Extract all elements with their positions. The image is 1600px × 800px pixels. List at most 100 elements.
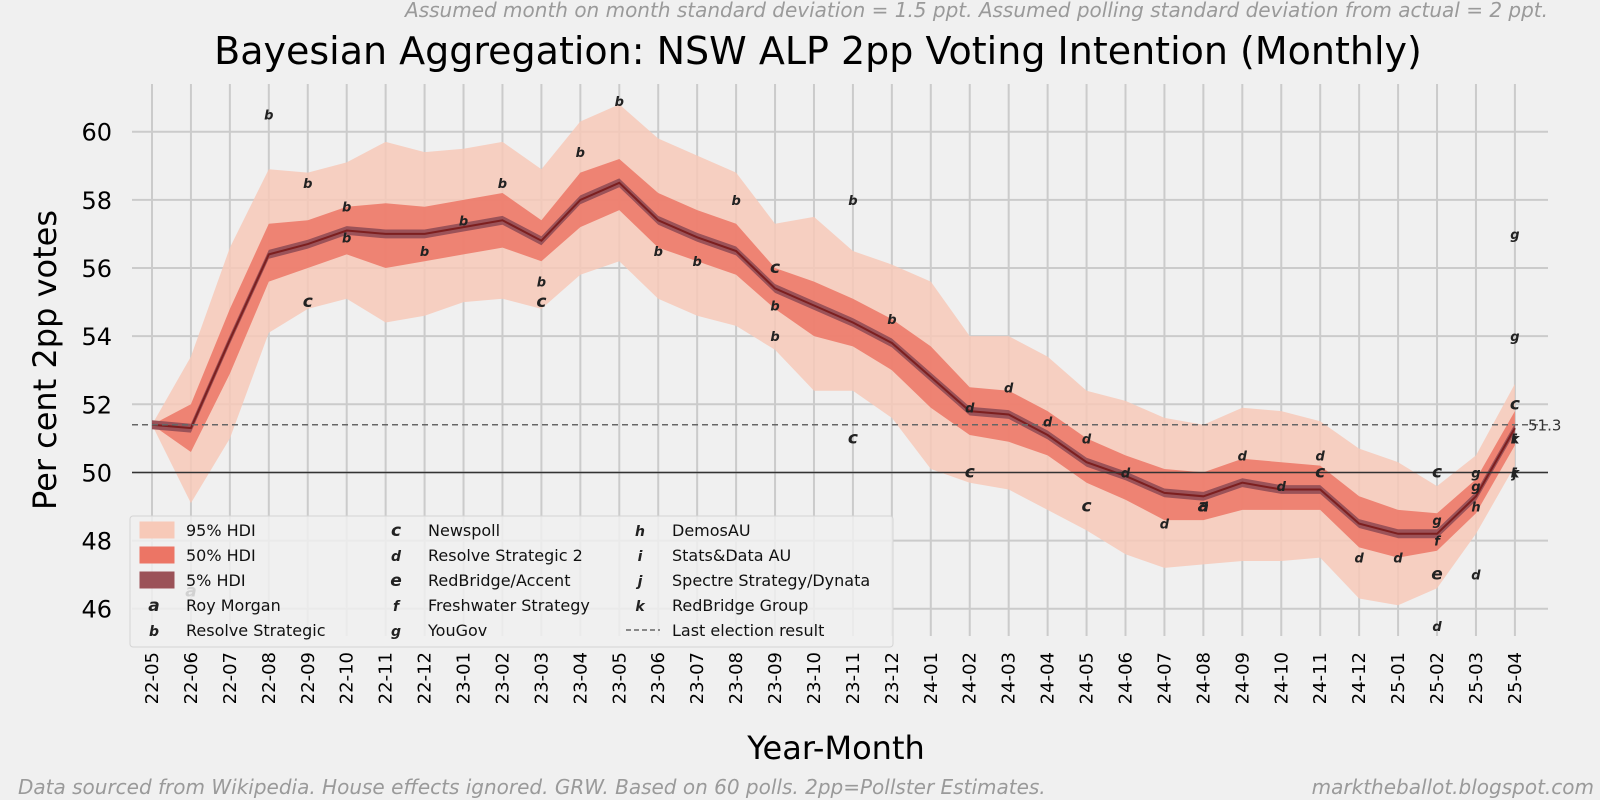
last-election-label: 51.3 bbox=[1528, 417, 1561, 435]
legend-symbol: c bbox=[391, 521, 401, 541]
x-axis-label: Year-Month bbox=[746, 729, 925, 767]
x-tick-label: 23-07 bbox=[687, 652, 708, 704]
poll-marker: g bbox=[1471, 480, 1480, 495]
poll-marker: b bbox=[887, 313, 896, 328]
x-tick-label: 22-12 bbox=[415, 652, 436, 704]
y-tick-label: 56 bbox=[81, 255, 112, 283]
legend: 95% HDI 50% HDI 5% HDI a Roy Morgan b Resolve … bbox=[129, 515, 894, 648]
y-tick-label: 58 bbox=[81, 187, 112, 215]
x-tick-label: 23-09 bbox=[765, 652, 786, 704]
x-tick-label: 25-02 bbox=[1427, 652, 1448, 704]
poll-marker: d bbox=[1354, 552, 1364, 567]
x-tick-label: 22-06 bbox=[181, 652, 202, 704]
x-tick-label: 24-07 bbox=[1154, 652, 1175, 704]
poll-marker: g bbox=[1510, 228, 1519, 243]
x-tick-label: 24-11 bbox=[1310, 652, 1331, 704]
poll-marker: d bbox=[1121, 466, 1131, 481]
poll-marker: d bbox=[1316, 449, 1326, 464]
legend-symbol: j bbox=[636, 574, 643, 590]
legend-label: 50% HDI bbox=[186, 546, 256, 565]
x-tick-label: 25-03 bbox=[1466, 652, 1487, 704]
poll-marker: i bbox=[1513, 432, 1518, 447]
x-tick-label: 23-02 bbox=[492, 652, 513, 704]
legend-label: Last election result bbox=[672, 621, 824, 640]
legend-label: Roy Morgan bbox=[186, 596, 281, 615]
poll-marker: c bbox=[965, 462, 975, 482]
legend-label: RedBridge/Accent bbox=[428, 571, 570, 590]
legend-label: Freshwater Strategy bbox=[428, 596, 590, 615]
legend-label: RedBridge Group bbox=[672, 596, 808, 615]
legend-label: Newspoll bbox=[428, 521, 500, 540]
poll-marker: d bbox=[1160, 518, 1170, 533]
legend-symbol: k bbox=[635, 599, 646, 615]
x-tick-label: 24-03 bbox=[999, 652, 1020, 704]
poll-marker: f bbox=[1434, 535, 1442, 550]
poll-marker: d bbox=[1277, 480, 1287, 495]
poll-marker: g bbox=[1510, 330, 1519, 345]
legend-label: 5% HDI bbox=[186, 571, 246, 590]
poll-marker: c bbox=[536, 292, 546, 312]
x-tick-label: 22-11 bbox=[376, 652, 397, 704]
poll-marker: g bbox=[1432, 514, 1441, 529]
x-tick-label: 23-11 bbox=[843, 652, 864, 704]
poll-marker: b bbox=[264, 109, 273, 124]
legend-symbol: i bbox=[638, 549, 643, 565]
poll-marker: e bbox=[1431, 565, 1443, 585]
legend-symbol: e bbox=[390, 571, 402, 591]
poll-marker: b bbox=[342, 201, 351, 216]
legend-label: DemosAU bbox=[672, 521, 751, 540]
x-tick-label: 24-09 bbox=[1232, 652, 1253, 704]
poll-marker: d bbox=[1199, 501, 1209, 516]
legend-label: Spectre Strategy/Dynata bbox=[672, 571, 870, 590]
poll-marker: d bbox=[1004, 381, 1014, 396]
poll-markers: abbcbbbbbbcbbbbbcbbbcbdcdddcddaddddcddcg… bbox=[185, 95, 1520, 635]
plot-area: 46 48 50 52 54 56 58 60 22-05 22-06 22-07 22-08 22-0… bbox=[81, 84, 1561, 704]
median-line bbox=[151, 181, 1516, 535]
y-tick-label: 52 bbox=[81, 391, 112, 419]
x-tick-label: 22-08 bbox=[259, 652, 280, 704]
x-tick-label: 24-01 bbox=[921, 652, 942, 704]
x-tick-label: 22-05 bbox=[142, 652, 163, 704]
poll-marker: g bbox=[1471, 466, 1480, 481]
x-tick-label: 22-09 bbox=[298, 652, 319, 704]
poll-marker: b bbox=[770, 330, 779, 345]
poll-marker: c bbox=[1510, 394, 1520, 414]
chart-title: Bayesian Aggregation: NSW ALP 2pp Voting… bbox=[214, 29, 1422, 73]
poll-marker: d bbox=[1082, 432, 1092, 447]
y-tick-label: 46 bbox=[81, 596, 112, 624]
poll-marker: b bbox=[848, 194, 857, 209]
poll-marker: a bbox=[1198, 497, 1209, 517]
poll-marker: b bbox=[459, 214, 468, 229]
legend-label: Resolve Strategic 2 bbox=[428, 546, 583, 565]
y-tick-label: 54 bbox=[81, 323, 112, 351]
footer-site: marktheballot.blogspot.com bbox=[1312, 775, 1594, 799]
x-tick-label: 24-02 bbox=[960, 652, 981, 704]
x-tick-label: 22-10 bbox=[337, 652, 358, 704]
poll-marker: b bbox=[498, 177, 507, 192]
poll-marker: j bbox=[1511, 466, 1518, 481]
x-tick-label: 24-06 bbox=[1116, 652, 1137, 704]
legend-swatch-hdi5 bbox=[139, 571, 175, 589]
legend-symbol: g bbox=[391, 624, 401, 640]
poll-marker: d bbox=[965, 402, 975, 417]
x-tick-label: 22-07 bbox=[220, 652, 241, 704]
poll-marker: b bbox=[303, 177, 312, 192]
legend-label: Stats&Data AU bbox=[672, 546, 791, 565]
hdi-50-band bbox=[152, 159, 1515, 558]
x-tick-label: 24-12 bbox=[1349, 652, 1370, 704]
legend-swatch-hdi50 bbox=[139, 546, 175, 564]
poll-marker: b bbox=[654, 245, 663, 260]
x-tick-label: 23-06 bbox=[648, 652, 669, 704]
legend-box bbox=[129, 515, 894, 648]
x-tick-label: 24-10 bbox=[1271, 652, 1292, 704]
x-tick-label: 24-04 bbox=[1038, 652, 1059, 704]
x-tick-label: 25-01 bbox=[1388, 652, 1409, 704]
poll-marker: b bbox=[420, 245, 429, 260]
x-tick-label: 25-04 bbox=[1505, 652, 1526, 704]
x-tick-label: 23-03 bbox=[531, 652, 552, 704]
x-tick-label: 23-04 bbox=[570, 652, 591, 704]
legend-symbol: b bbox=[149, 624, 159, 640]
poll-marker: h bbox=[1471, 501, 1480, 516]
legend-symbol: a bbox=[148, 596, 159, 616]
poll-marker: b bbox=[537, 276, 546, 291]
